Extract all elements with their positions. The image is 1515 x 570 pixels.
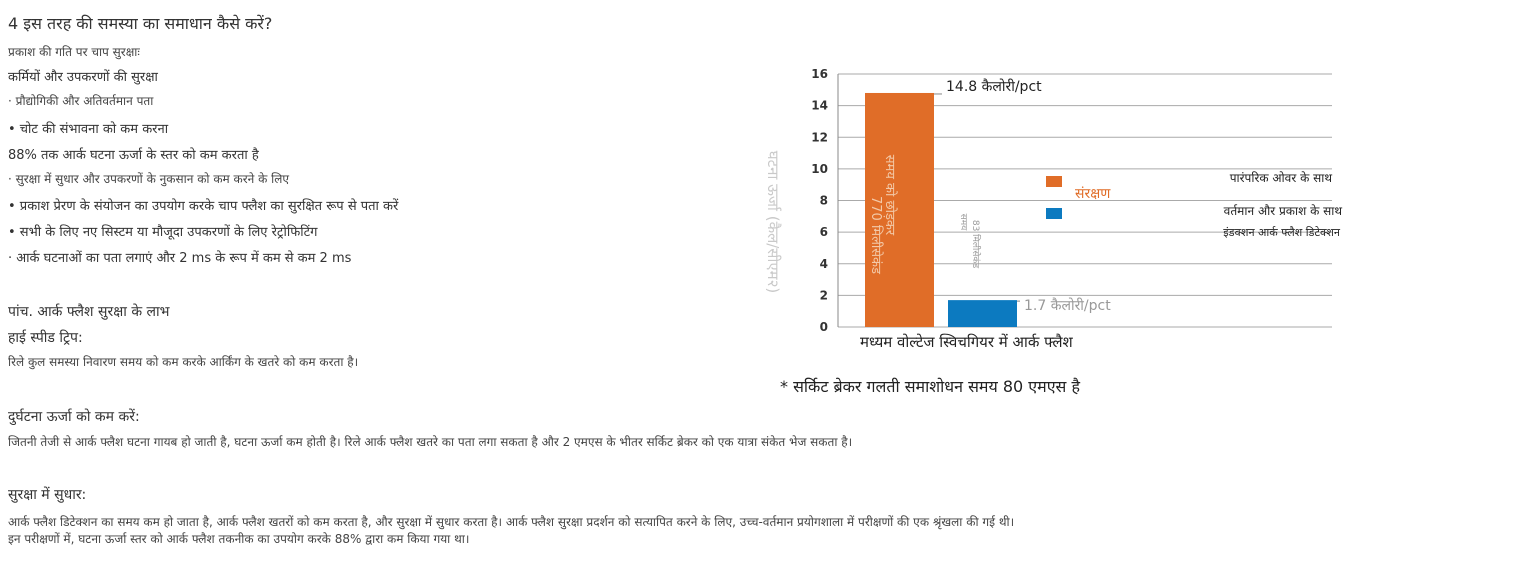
reduce-energy-text: जितनी तेजी से आर्क फ्लैश घटना गायब हो जा… <box>8 435 853 449</box>
chart-footnote: * सर्किट ब्रेकर गलती समाशोधन समय 80 एमएस… <box>780 377 1080 396</box>
bullet-safety: · सुरक्षा में सुधार और उपकरणों के नुकसान… <box>8 172 290 186</box>
y-tick-label: 10 <box>811 162 828 176</box>
bullet-2ms: · आर्क घटनाओं का पता लगाएं और 2 ms के रू… <box>8 251 352 266</box>
data-label: 14.8 कैलोरी/pct <box>946 78 1042 95</box>
x-axis-label: मध्यम वोल्टेज स्विचगियर में आर्क फ्लैश <box>860 333 1074 351</box>
bullet-tech: · प्रौद्योगिकी और अतिवर्तमान पता <box>8 94 154 108</box>
bar-inner-label: 83 मिलीसेकंड <box>970 220 982 268</box>
improve-heading: सुरक्षा में सुधार: <box>8 487 87 503</box>
y-tick-label: 8 <box>820 194 828 208</box>
page-title: 4 इस तरह की समस्या का समाधान कैसे करें? <box>8 14 273 33</box>
bar-inner-label: समय को छोड़कर <box>882 155 898 236</box>
bar-inner-label: 770 मिलीसेकंड <box>868 196 884 275</box>
y-tick-label: 14 <box>811 99 828 113</box>
y-tick-label: 12 <box>811 130 828 144</box>
benefits-heading: पांच. आर्क फ्लैश सुरक्षा के लाभ <box>8 304 170 320</box>
legend-item-light: वर्तमान और प्रकाश के साथ <box>1224 204 1343 218</box>
bullet-retrofit: • सभी के लिए नए सिस्टम या मौजूदा उपकरणों… <box>8 225 318 240</box>
legend-swatch-blue <box>1046 208 1062 219</box>
y-tick-label: 16 <box>811 67 828 81</box>
reduce-energy-heading: दुर्घटना ऊर्जा को कम करें: <box>8 409 140 425</box>
legend-item-conventional: पारंपरिक ओवर के साथ <box>1230 171 1333 185</box>
protect-heading: कर्मियों और उपकरणों की सुरक्षा <box>8 70 158 85</box>
subtitle: प्रकाश की गति पर चाप सुरक्षाः <box>8 45 140 59</box>
legend-swatch-orange <box>1046 176 1062 187</box>
y-tick-label: 2 <box>820 288 828 302</box>
y-tick-label: 6 <box>820 225 828 239</box>
bar <box>865 92 934 327</box>
bar <box>948 300 1017 327</box>
legend-header: संरक्षण <box>1075 186 1111 202</box>
y-tick-label: 0 <box>820 320 828 334</box>
bullet-detect: • प्रकाश प्रेरण के संयोजन का उपयोग करके … <box>8 199 399 214</box>
improve-text-2: इन परीक्षणों में, घटना ऊर्जा स्तर को आर्… <box>8 532 470 546</box>
bullet-injury: • चोट की संभावना को कम करना <box>8 122 169 137</box>
y-tick-label: 4 <box>820 257 828 271</box>
y-tick-labels: 0 2 4 6 8 10 12 14 16 <box>811 67 828 334</box>
y-axis-label: घटना ऊर्जा (कैल/सीएम२) <box>764 151 782 294</box>
improve-text-1: आर्क फ्लैश डिटेक्शन का समय कम हो जाता है… <box>8 515 1015 529</box>
data-label: 1.7 कैलोरी/pct <box>1024 297 1111 314</box>
relay-text: रिले कुल समस्या निवारण समय को कम करके आर… <box>8 355 359 369</box>
chart-bars: 14.8 कैलोरी/pct 1.7 कैलोरी/pct समय को छोड़… <box>865 78 1111 327</box>
reduce-88: 88% तक आर्क घटना ऊर्जा के स्तर को कम करत… <box>8 148 259 163</box>
highspeed-heading: हाई स्पीड ट्रिप: <box>8 330 83 346</box>
legend-extra: इंडक्शन आर्क फ्लैश डिटेक्शन <box>1223 226 1341 239</box>
bar-inner-label: समय <box>958 214 968 231</box>
